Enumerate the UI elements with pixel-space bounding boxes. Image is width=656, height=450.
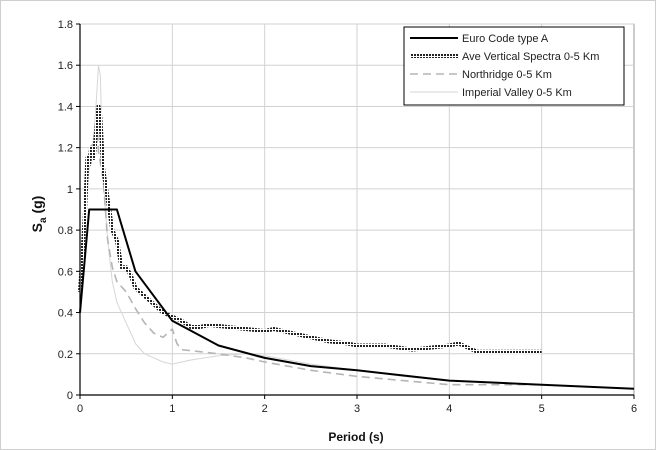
x-tick-label: 5 [539, 403, 545, 415]
series-layer [78, 64, 635, 390]
y-tick-label: 0 [67, 390, 73, 402]
series-line-ave-vertical-spectra-0-5-km [78, 104, 542, 354]
y-tick-label: 0.4 [58, 308, 73, 320]
legend: Euro Code type A Ave Vertical Spectra 0-5… [403, 26, 625, 106]
y-tick-label: 1.8 [58, 19, 73, 31]
y-axis-title: Sa (g) [29, 196, 49, 233]
y-tick-label: 0.6 [58, 266, 73, 278]
x-tick-label: 1 [169, 403, 175, 415]
y-axis-title-subscript: a [38, 217, 49, 223]
x-tick-label: 3 [354, 403, 360, 415]
legend-label-imperial-valley-0-5-km: Imperial Valley 0-5 Km [462, 87, 572, 99]
x-tick-label: 2 [262, 403, 268, 415]
y-tick-label: 1 [67, 184, 73, 196]
x-tick-label: 4 [446, 403, 452, 415]
y-tick-label: 0.8 [58, 225, 73, 237]
y-axis-title-main: S [29, 223, 45, 232]
y-axis-title-unit: (g) [29, 196, 45, 218]
x-tick-label: 0 [77, 403, 83, 415]
legend-label-ave-vertical-spectra-0-5-km: Ave Vertical Spectra 0-5 Km [462, 51, 599, 63]
series-line-euro-code-type-a [79, 208, 635, 390]
y-tick-label: 1.2 [58, 143, 73, 155]
axes: 0 0.2 0.4 0.6 0.8 1 1.2 1.4 1.6 1.8 0 1 2 3 4 5 6 [58, 19, 637, 415]
legend-label-euro-code-type-a: Euro Code type A [462, 33, 549, 45]
y-tick-label: 1.4 [58, 101, 73, 113]
y-tick-label: 1.6 [58, 60, 73, 72]
x-tick-label: 6 [631, 403, 637, 415]
x-axis-title: Period (s) [328, 430, 383, 444]
y-tick-label: 0.2 [58, 349, 73, 361]
legend-label-northridge-0-5-km: Northridge 0-5 Km [462, 69, 552, 81]
